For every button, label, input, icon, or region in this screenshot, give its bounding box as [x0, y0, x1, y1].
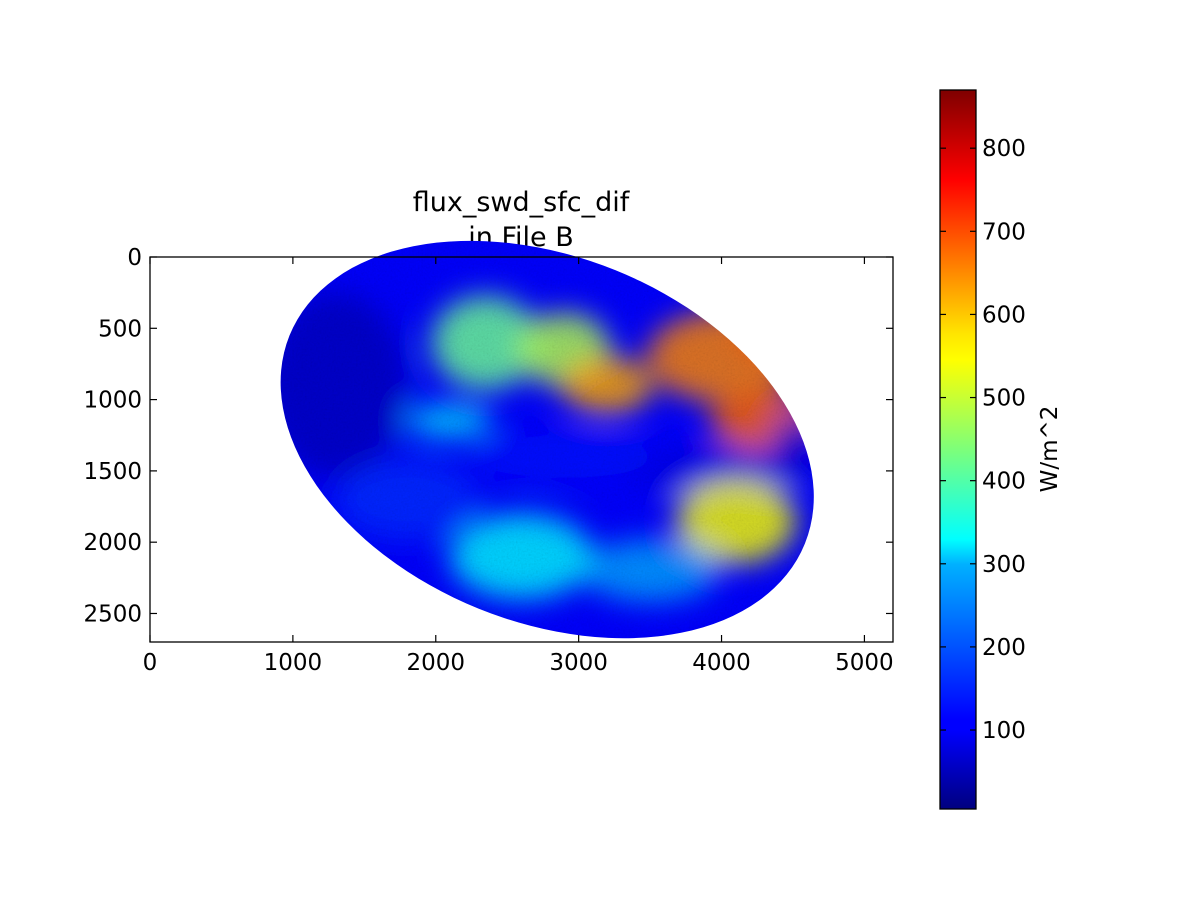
colorbar-gradient — [939, 89, 977, 810]
y-tick-label: 2000 — [83, 530, 142, 556]
colorbar-tick-label: 700 — [982, 219, 1026, 245]
colorbar-tick-label: 300 — [982, 552, 1026, 578]
colorbar-ticks: 100 200 300 400 500 600 700 800 — [940, 136, 1026, 744]
colorbar-tick-label: 600 — [982, 302, 1026, 328]
colorbar-tick-label: 200 — [982, 635, 1026, 661]
y-axis: 0 500 1000 1500 2000 2500 — [83, 245, 893, 627]
colorbar-tick-label: 100 — [982, 718, 1026, 744]
colorbar-label: W/m^2 — [1037, 406, 1063, 493]
x-tick-label: 2000 — [406, 650, 465, 676]
y-tick-label: 1000 — [83, 388, 142, 414]
x-tick-label: 3000 — [549, 650, 608, 676]
x-tick-label: 4000 — [692, 650, 751, 676]
x-tick-label: 5000 — [835, 650, 894, 676]
chart-title: flux_swd_sfc_dif — [413, 187, 631, 218]
colorbar: 100 200 300 400 500 600 700 800 W/m^2 — [939, 89, 1063, 810]
x-tick-label: 1000 — [264, 650, 323, 676]
colorbar-tick-label: 500 — [982, 386, 1026, 412]
y-tick-label: 1500 — [83, 459, 142, 485]
y-tick-label: 0 — [127, 245, 142, 271]
y-tick-label: 500 — [98, 316, 142, 342]
colorbar-tick-label: 400 — [982, 469, 1026, 495]
x-tick-label: 0 — [143, 650, 158, 676]
y-tick-label: 2500 — [83, 601, 142, 627]
colorbar-tick-label: 800 — [982, 136, 1026, 162]
plot-area: 0 1000 2000 3000 4000 5000 0 500 1000 1500 2000 25… — [83, 217, 894, 676]
x-axis: 0 1000 2000 3000 4000 5000 — [143, 257, 894, 676]
plot-frame — [149, 256, 894, 643]
